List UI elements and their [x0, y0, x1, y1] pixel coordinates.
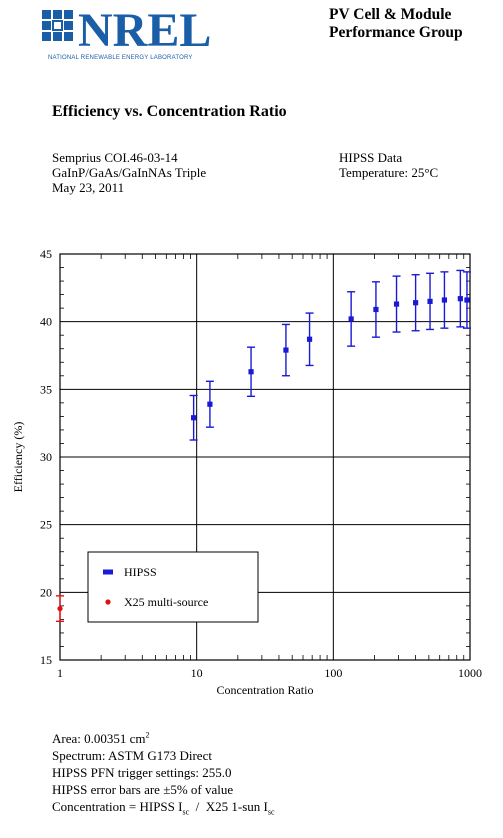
marker [248, 369, 254, 375]
plot-frame [59, 253, 471, 661]
area-note: Area: 0.00351 cm2 [52, 730, 275, 747]
error-bar-note: HIPSS error bars are ±5% of value [52, 782, 234, 797]
chart-legend: HIPSS X25 multi-source [87, 551, 259, 623]
marker [306, 336, 313, 342]
data-point [247, 346, 256, 398]
conc-sub-1: sc [182, 807, 190, 817]
data-point [205, 380, 214, 428]
logo-subtitle: NATIONAL RENEWABLE ENERGY LABORATORY [48, 55, 193, 61]
group-title-line1: PV Cell & Module [329, 6, 452, 23]
x-tick-label: 1 [57, 666, 63, 680]
conc-prefix: Concentration = HIPSS I [52, 799, 183, 814]
measurement-date: May 23, 2011 [52, 180, 125, 195]
device-name: Semprius COI.46-03-14 [52, 150, 178, 165]
marker [207, 401, 213, 407]
data-source: HIPSS Data [339, 150, 403, 165]
y-tick-label: 40 [40, 315, 52, 329]
data-point [305, 312, 314, 367]
marker [413, 300, 419, 306]
marker [427, 298, 433, 304]
page-title: Efficiency vs. Concentration Ratio [52, 103, 287, 120]
marker [393, 301, 400, 307]
legend-box [87, 551, 259, 623]
legend-marker [103, 569, 113, 575]
marker [457, 296, 463, 302]
efficiency-chart: 1 10 100 1000 15 20 25 30 35 40 45 Concentration R… [11, 247, 482, 697]
data-marks [56, 269, 471, 622]
y-tick-label: 15 [40, 653, 52, 667]
nrel-logo: NREL [40, 4, 262, 64]
y-tick-label: 20 [40, 585, 52, 599]
y-tick-label: 35 [40, 382, 52, 396]
data-point [462, 271, 471, 329]
marker [57, 605, 63, 612]
cell-type: GaInP/GaAs/GaInNAs Triple [52, 165, 207, 180]
data-point [456, 269, 465, 328]
nrel-logo-graphic: NREL [42, 4, 211, 57]
logo-text: NREL [78, 6, 211, 57]
data-point [426, 272, 435, 331]
marker [191, 415, 197, 421]
marker [441, 297, 448, 303]
test-notes: Area: 0.00351 cm2 Spectrum: ASTM G173 Di… [52, 730, 275, 817]
axis-ticks: 1 10 100 1000 15 20 25 30 35 40 45 [40, 247, 482, 680]
area-exponent: 2 [145, 730, 150, 740]
legend-label: HIPSS [124, 565, 157, 579]
x-axis-label: Concentration Ratio [217, 683, 314, 697]
legend-marker [105, 599, 111, 605]
data-point [392, 275, 401, 333]
temperature: Temperature: 25°C [339, 165, 439, 180]
group-title: PV Cell & Module Performance Group [329, 6, 463, 42]
x-tick-label: 10 [191, 666, 203, 680]
data-point [189, 394, 198, 441]
conc-mid: / X25 1-sun I [189, 799, 268, 814]
trigger-note: HIPSS PFN trigger settings: 255.0 [52, 765, 232, 780]
conc-sub-2: sc [267, 807, 275, 817]
concentration-note: Concentration = HIPSS Isc / X25 1-sun Is… [52, 798, 275, 817]
device-info: Semprius COI.46-03-14 GaInP/GaAs/GaInNAs… [52, 150, 206, 195]
legend-label: X25 multi-source [124, 595, 208, 609]
x-tick-label: 100 [324, 666, 342, 680]
data-point [440, 271, 449, 329]
spectrum-note: Spectrum: ASTM G173 Direct [52, 748, 212, 763]
marker [348, 316, 354, 322]
y-tick-label: 30 [40, 450, 52, 464]
data-point [371, 281, 380, 338]
group-title-line2: Performance Group [329, 24, 463, 41]
x-tick-label: 1000 [458, 666, 482, 680]
y-tick-label: 25 [40, 518, 52, 532]
marker [464, 297, 470, 303]
data-point [347, 291, 356, 347]
measurement-info: HIPSS Data Temperature: 25°C [339, 150, 438, 180]
data-point [411, 274, 420, 332]
marker [373, 306, 379, 313]
y-axis-label: Efficiency (%) [11, 422, 25, 493]
data-point [281, 323, 290, 377]
marker [283, 347, 289, 353]
data-point [56, 595, 64, 622]
y-tick-label: 45 [40, 247, 52, 261]
area-text: Area: 0.00351 cm [52, 731, 146, 746]
